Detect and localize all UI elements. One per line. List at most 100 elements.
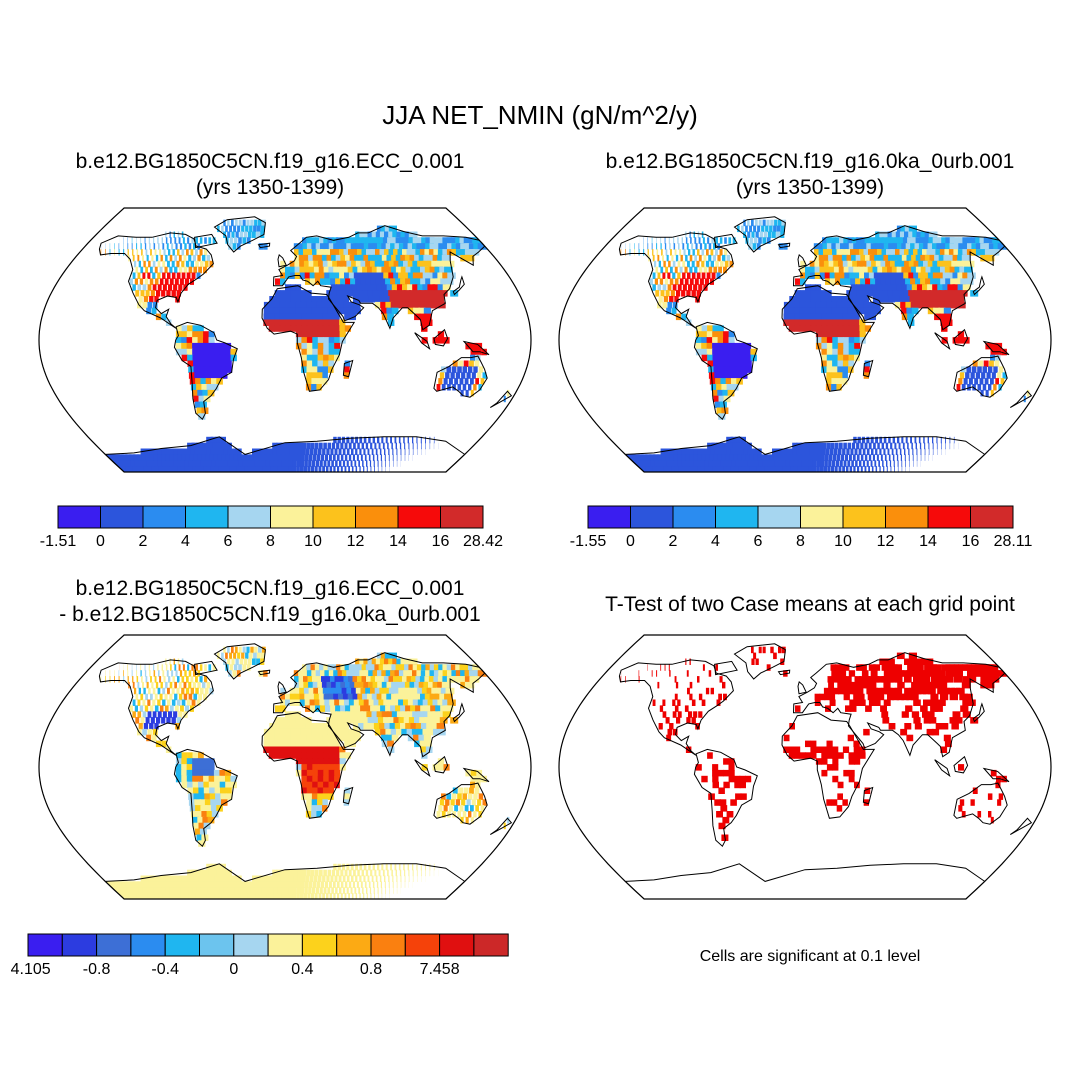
colorbar-1-label-2: 2 <box>139 533 148 550</box>
significance-note: Cells are significant at 0.1 level <box>699 948 921 965</box>
coastline-iceland <box>257 669 271 676</box>
colorbar-1-label-4: 6 <box>224 533 233 550</box>
colorbar-1-swatch-0 <box>57 505 101 529</box>
coastline-madagascar <box>862 359 874 378</box>
colorbar-1-swatch-9 <box>440 505 484 529</box>
main-title: JJA NET_NMIN (gN/m^2/y) <box>382 100 698 130</box>
coastline-japan <box>452 275 465 296</box>
colorbar-3-swatch-4 <box>164 933 200 957</box>
colorbar-3-swatch-10 <box>370 933 406 957</box>
coastline-new-guinea <box>462 340 490 356</box>
colorbar-2-swatch-2 <box>672 505 716 529</box>
map-a-border <box>38 207 532 473</box>
coastline-north-america <box>98 659 214 756</box>
colorbar-1-swatch-6 <box>312 505 356 529</box>
colorbar-2-label-3: 4 <box>711 533 720 550</box>
colorbar-2-swatch-8 <box>927 505 971 529</box>
colorbar-3-label-6: 0 <box>229 961 238 978</box>
coastline-japan <box>972 275 985 296</box>
coastline-greenland <box>213 643 266 680</box>
map-panel-case-a <box>38 207 532 473</box>
coastline-australia <box>433 355 488 398</box>
coastline-madagascar <box>862 786 874 805</box>
colorbar-2-label-0: -1.55 <box>570 533 606 550</box>
coastline-new-guinea <box>982 340 1010 356</box>
colorbar-1-label-5: 8 <box>266 533 275 550</box>
coastline-iceland <box>257 242 271 249</box>
coastline-africa <box>261 285 356 392</box>
coastline-iceland <box>777 242 791 249</box>
colorbar-1-swatch-3 <box>185 505 229 529</box>
coastline-borneo <box>433 755 449 774</box>
colorbar-1-label-10: 28.42 <box>463 533 503 550</box>
coastline-south-america <box>693 321 758 421</box>
colorbar-2-label-10: 28.11 <box>994 533 1033 550</box>
colorbar-1-swatch-7 <box>355 505 399 529</box>
panel-2-case-name: b.e12.BG1850C5CN.f19_g16.0ka_0urb.001 <box>605 150 1015 173</box>
colorbar-2-swatch-3 <box>715 505 759 529</box>
colorbar-2-swatch-6 <box>842 505 886 529</box>
colorbar-1-label-7: 12 <box>347 533 365 550</box>
colorbar-2-label-9: 16 <box>962 533 980 550</box>
colorbar-1-swatch-8 <box>397 505 441 529</box>
coastline-north-america <box>98 232 214 329</box>
colorbar-2-swatch-9 <box>970 505 1014 529</box>
colorbar-1-swatch-1 <box>100 505 144 529</box>
map-sig-border <box>558 634 1052 900</box>
colorbar-2-label-6: 10 <box>834 533 852 550</box>
colorbar-1-label-0: -1.51 <box>40 533 76 550</box>
map-sig-coastlines <box>618 643 1033 899</box>
coastline-madagascar <box>342 359 354 378</box>
colorbar-2-label-2: 2 <box>669 533 678 550</box>
coastline-australia <box>953 782 1008 825</box>
colorbar-3-swatch-13 <box>473 933 509 957</box>
map-panel-case-b <box>558 207 1052 473</box>
colorbar-2-label-5: 8 <box>796 533 805 550</box>
colorbar-3-swatch-9 <box>336 933 372 957</box>
coastline-sumatra <box>934 759 951 778</box>
colorbar-2-swatch-0 <box>587 505 631 529</box>
panel-4-title: T-Test of two Case means at each grid po… <box>605 593 1015 616</box>
coastline-new-zealand <box>1010 817 1033 835</box>
coastline-borneo <box>953 328 969 347</box>
coastline-baffin <box>714 660 738 676</box>
panel-3-title: b.e12.BG1850C5CN.f19_g16.ECC_0.001 - b.e… <box>20 576 520 628</box>
colorbar-2-label-1: 0 <box>626 533 635 550</box>
colorbar-3-swatch-8 <box>301 933 338 957</box>
map-b-border <box>558 207 1052 473</box>
coastline-greenland <box>733 216 786 253</box>
coastline-north-america <box>618 232 734 329</box>
coastline-eurasia <box>792 652 1006 758</box>
coastline-iceland <box>777 669 791 676</box>
coastline-australia <box>433 782 488 825</box>
coastline-south-america <box>173 748 238 848</box>
colorbar-3-label-10: 0.8 <box>360 961 382 978</box>
coastline-japan <box>972 702 985 723</box>
colorbar-1-swatch-5 <box>270 505 314 529</box>
coastline-australia <box>953 355 1008 398</box>
coastline-eurasia <box>272 652 486 758</box>
panel-1-years: (yrs 1350-1399) <box>195 176 345 199</box>
coastline-british-isles <box>277 254 287 268</box>
colorbar-3-label-12: 7.458 <box>420 961 460 978</box>
colorbar-3-label-0: -4.105 <box>10 961 51 978</box>
colorbar-2-swatch-4 <box>757 505 801 529</box>
colorbar-2-label-4: 6 <box>754 533 763 550</box>
colorbar-1-swatch-2 <box>142 505 186 529</box>
coastline-africa <box>781 285 876 392</box>
colorbar-3-swatch-5 <box>199 933 235 957</box>
panel-3-case-a: b.e12.BG1850C5CN.f19_g16.ECC_0.001 <box>75 577 465 600</box>
coastline-new-guinea <box>462 767 490 783</box>
coastline-sumatra <box>414 332 431 351</box>
map-a-coastlines <box>98 216 513 472</box>
colorbar-2-label-7: 12 <box>877 533 895 550</box>
colorbar-2-label-8: 14 <box>919 533 937 550</box>
map-panel-difference <box>38 634 532 900</box>
colorbar-1-label-1: 0 <box>96 533 105 550</box>
colorbar-3-swatch-12 <box>439 933 475 957</box>
coastline-south-america <box>693 748 758 848</box>
colorbar-3-swatch-11 <box>404 933 441 957</box>
colorbar-3-swatch-6 <box>233 933 269 957</box>
panel-2-title: b.e12.BG1850C5CN.f19_g16.0ka_0urb.001 (y… <box>560 149 1060 201</box>
map-panel-ttest <box>558 634 1052 900</box>
